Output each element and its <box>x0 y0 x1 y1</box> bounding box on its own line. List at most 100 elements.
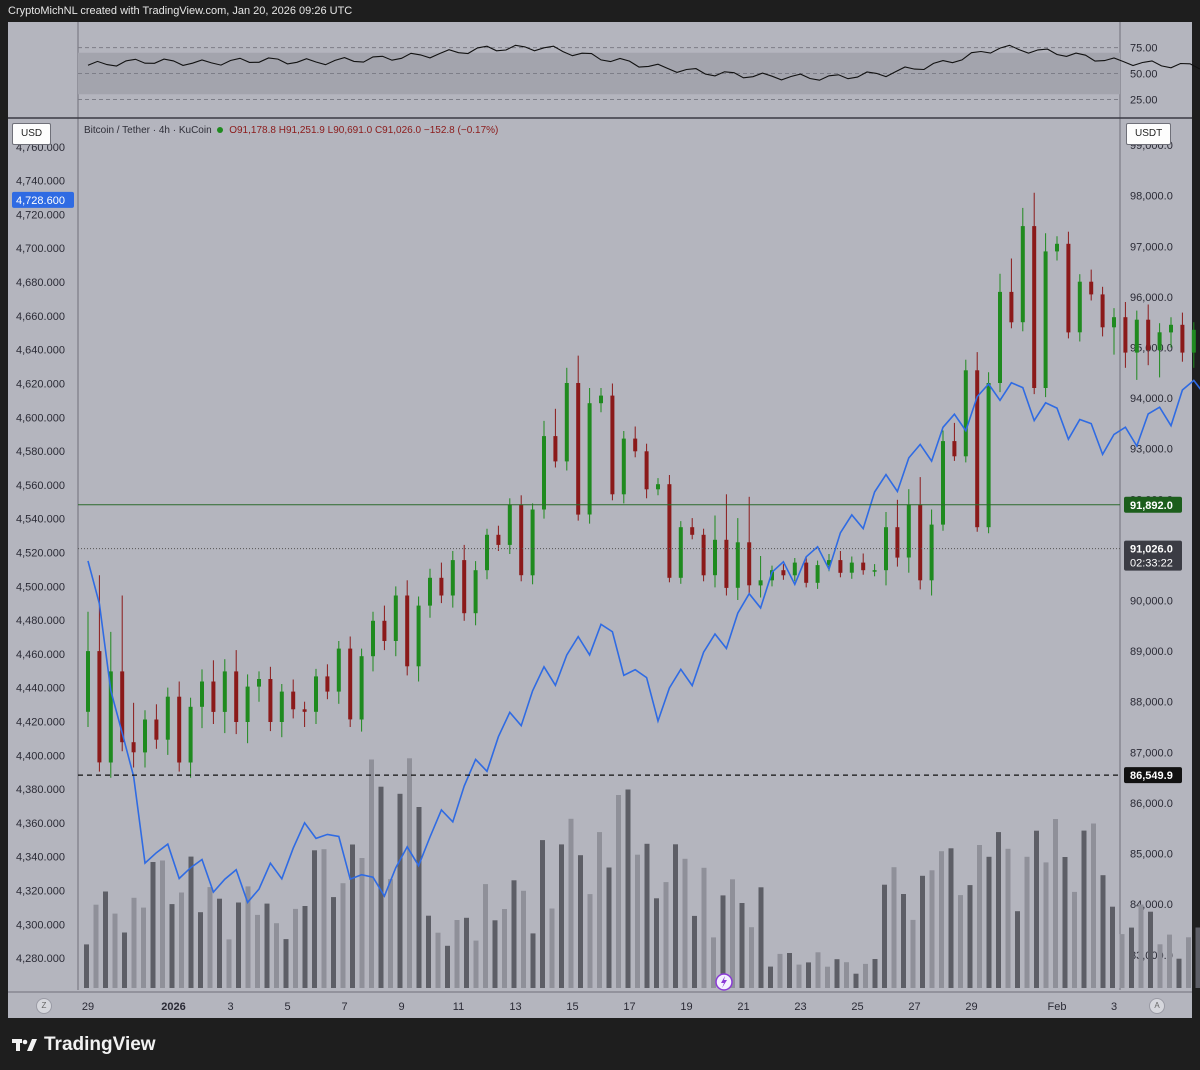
volume-bar <box>483 884 488 988</box>
volume-bar <box>606 867 612 988</box>
countdown-label: 02:33:22 <box>1130 558 1173 570</box>
candle-body <box>906 504 911 558</box>
volume-bar <box>454 920 460 988</box>
candle-body <box>211 681 216 712</box>
candle-body <box>291 691 296 710</box>
usd-tick-label: 4,680.000 <box>16 277 65 289</box>
currency-left-button[interactable]: USD <box>12 123 52 145</box>
bolt-glyph <box>721 976 727 988</box>
time-tick-label: 23 <box>794 1001 806 1013</box>
ohlc-open: O91,178.8 <box>229 125 276 136</box>
volume-bar <box>369 759 374 988</box>
volume-bar <box>1034 830 1039 988</box>
volume-bar <box>692 915 697 988</box>
auto-scale-right-button[interactable]: A <box>1149 998 1165 1014</box>
candle-body <box>120 671 125 743</box>
usd-tick-label: 4,700.000 <box>16 243 65 255</box>
volume-bar <box>929 870 935 988</box>
symbol-title: Bitcoin / Tether · 4h · KuCoin <box>84 125 212 136</box>
currency-right-button[interactable]: USDT <box>1126 123 1172 145</box>
oscillator-tick-label: 25.00 <box>1130 94 1158 106</box>
usd-tick-label: 4,520.000 <box>16 547 65 559</box>
volume-bar <box>1062 857 1068 988</box>
volume-bar <box>796 964 802 988</box>
usd-tick-label: 4,660.000 <box>16 311 65 323</box>
zoom-auto-left-button[interactable]: Z <box>36 998 52 1014</box>
candle-body <box>188 706 193 763</box>
candle-body <box>713 539 717 576</box>
candle-body <box>279 691 284 722</box>
usd-tick-label: 4,300.000 <box>16 919 65 931</box>
candle-body <box>1157 332 1162 350</box>
volume-bar <box>521 890 526 988</box>
usd-tick-label: 4,440.000 <box>16 683 65 695</box>
tradingview-logo: TradingView <box>12 1030 156 1060</box>
candle-body <box>519 504 524 576</box>
usd-tick-label: 4,460.000 <box>16 649 65 661</box>
volume-bar <box>1081 830 1087 988</box>
usd-tick-label: 4,500.000 <box>16 581 65 593</box>
candle-body <box>678 527 683 578</box>
candle-body <box>530 509 535 576</box>
tradingview-icon <box>12 1039 37 1051</box>
candle-body <box>667 484 672 578</box>
volume-bar <box>986 856 992 988</box>
candle-body <box>222 671 227 712</box>
time-tick-label: 25 <box>851 1001 863 1013</box>
market-status-icon <box>217 127 224 133</box>
candle-body <box>485 534 489 571</box>
candle-body <box>587 403 592 515</box>
usd-tick-label: 4,720.000 <box>16 209 65 221</box>
candle-body <box>359 656 364 720</box>
volume-bar <box>1157 944 1163 988</box>
price-tick-label: 88,000.0 <box>1130 697 1173 709</box>
usd-tick-label: 4,400.000 <box>16 750 65 762</box>
volume-bar <box>255 914 260 988</box>
oscillator-tick-label: 75.00 <box>1130 43 1158 55</box>
candle-body <box>1180 324 1185 353</box>
volume-bar <box>1072 891 1077 988</box>
usd-tick-label: 4,380.000 <box>16 784 65 796</box>
volume-bar <box>122 932 127 988</box>
candle-body <box>393 595 398 641</box>
volume-bar <box>559 844 564 988</box>
price-tick-label: 84,000.0 <box>1130 899 1173 911</box>
candle-body <box>382 620 387 641</box>
candle-body <box>1055 243 1059 252</box>
volume-bar <box>730 879 735 988</box>
volume-bar <box>958 895 963 988</box>
candle-body <box>302 709 307 712</box>
support-line-label: 91,892.0 <box>1130 500 1173 512</box>
volume-bar <box>910 919 916 988</box>
volume-bar <box>150 862 156 988</box>
volume-bar <box>891 867 897 988</box>
candle-body <box>268 679 273 722</box>
price-tick-label: 85,000.0 <box>1130 849 1173 861</box>
volume-bar <box>226 939 232 988</box>
volume-bar <box>787 953 792 988</box>
price-tick-label: 96,000.0 <box>1130 292 1173 304</box>
volume-bar <box>378 786 384 988</box>
usd-tick-label: 4,740.000 <box>16 176 65 188</box>
candle-body <box>1009 291 1014 323</box>
candle-body <box>564 383 569 462</box>
usd-tick-label: 4,580.000 <box>16 446 65 458</box>
volume-bar <box>996 832 1001 988</box>
volume-bar <box>654 898 659 988</box>
volume-bar <box>264 903 270 988</box>
volume-bar <box>749 927 754 988</box>
volume-bar <box>207 887 213 988</box>
usd-last-value-label: 4,728.600 <box>16 195 65 207</box>
price-tick-label: 98,000.0 <box>1130 191 1173 203</box>
candle-body <box>405 595 410 667</box>
volume-bar <box>806 962 811 988</box>
usd-tick-label: 4,280.000 <box>16 953 65 965</box>
time-tick-label: 5 <box>284 1001 290 1013</box>
volume-bar <box>872 959 878 988</box>
volume-bar <box>169 904 175 988</box>
time-tick-label: 17 <box>623 1001 635 1013</box>
volume-bar <box>312 850 317 988</box>
volume-bar <box>882 884 887 988</box>
time-tick-label: 13 <box>509 1001 521 1013</box>
